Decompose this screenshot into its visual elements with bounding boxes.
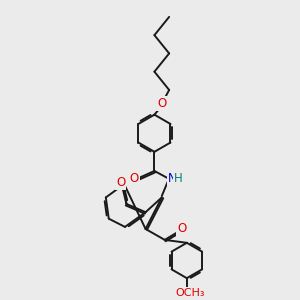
- Text: O: O: [130, 172, 139, 185]
- Text: O: O: [177, 223, 186, 236]
- Text: H: H: [174, 172, 182, 185]
- Text: OCH₃: OCH₃: [175, 288, 205, 298]
- Text: N: N: [168, 172, 176, 185]
- Text: O: O: [116, 176, 125, 189]
- Text: O: O: [157, 97, 167, 110]
